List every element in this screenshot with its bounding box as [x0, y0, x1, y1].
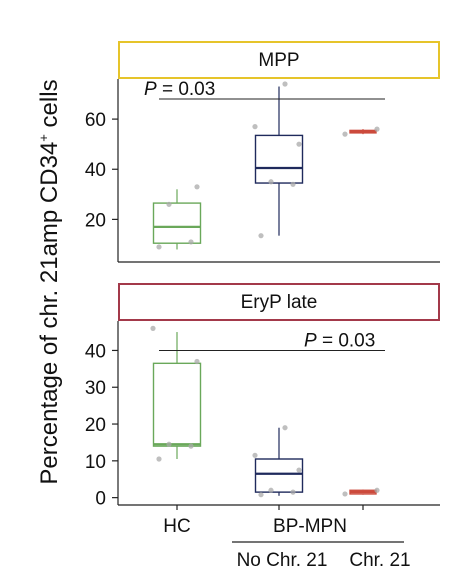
y-tick-label: 40: [85, 160, 106, 181]
y-tick-label: 20: [85, 415, 106, 436]
data-point: [156, 456, 162, 462]
data-point: [268, 487, 274, 493]
x-tick-chr21: Chr. 21: [349, 550, 411, 571]
y-tick-label: 20: [85, 210, 106, 231]
box-hc: [152, 202, 202, 244]
panel-title-eryp-late: EryP late: [118, 283, 440, 321]
data-point: [194, 358, 200, 365]
data-point: [194, 184, 200, 190]
data-point: [252, 452, 258, 458]
box-no-chr-21: [254, 134, 304, 184]
data-point: [258, 233, 264, 239]
box-no-chr-21: [254, 458, 304, 493]
data-point: [282, 81, 288, 87]
data-point: [296, 467, 302, 473]
data-point: [290, 181, 296, 187]
y-tick-label: 10: [85, 452, 106, 473]
data-point: [374, 487, 380, 493]
data-point: [188, 443, 194, 449]
x-group-bp-mpn: BP-MPN: [273, 516, 347, 537]
panel-title-mpp: MPP: [118, 41, 440, 79]
data-point: [252, 124, 258, 130]
data-point: [290, 489, 296, 495]
data-point: [282, 425, 288, 431]
data-point: [296, 141, 302, 147]
y-tick-label: 30: [85, 378, 106, 399]
y-tick-label: 0: [95, 489, 106, 510]
data-point: [342, 131, 348, 137]
data-point: [268, 179, 274, 185]
data-point: [374, 126, 380, 132]
data-point: [258, 492, 264, 498]
x-tick-hc: HC: [163, 516, 191, 537]
data-point: [166, 441, 172, 447]
box-hc: [152, 362, 202, 447]
data-point: [188, 239, 194, 245]
y-tick-label: 40: [85, 341, 106, 362]
data-point: [166, 201, 172, 207]
data-point: [150, 325, 156, 331]
p-value-annotation: P = 0.03: [304, 330, 375, 351]
x-tick-no-chr21: No Chr. 21: [236, 550, 328, 571]
y-tick-label: 60: [85, 110, 106, 131]
data-point: [342, 491, 348, 497]
p-value-annotation: P = 0.03: [144, 79, 215, 100]
data-point: [156, 244, 162, 250]
